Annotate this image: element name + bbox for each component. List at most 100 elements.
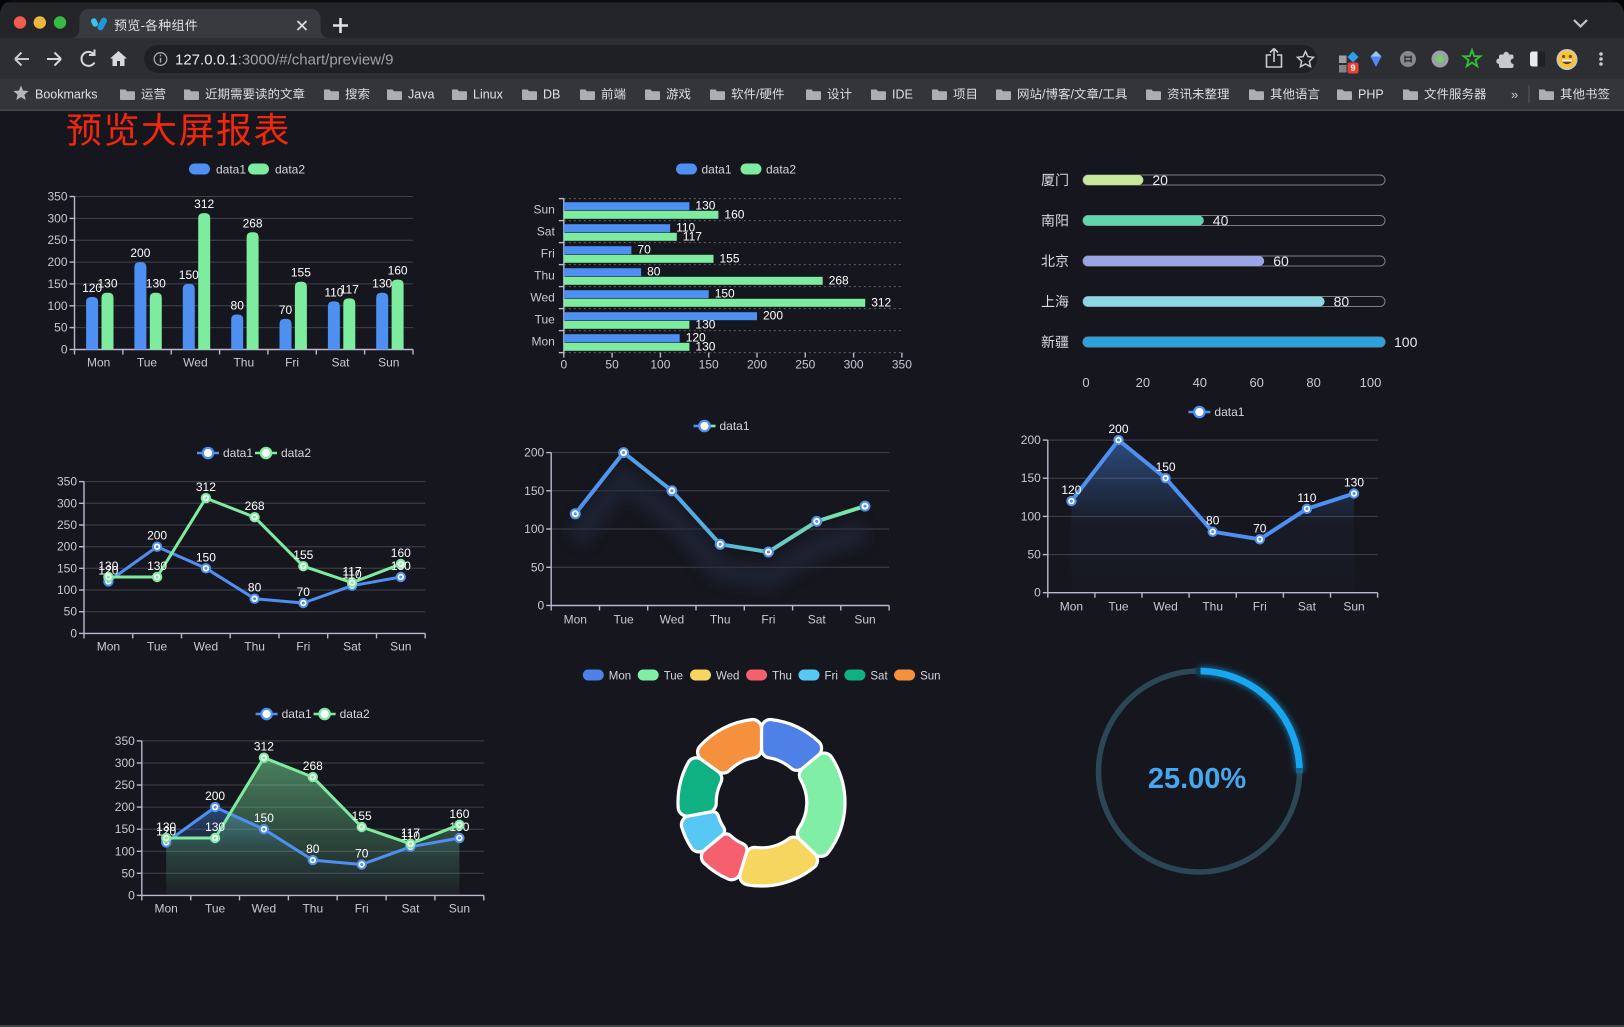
svg-text:Thu: Thu xyxy=(772,671,792,683)
svg-text:50: 50 xyxy=(54,321,68,335)
svg-text:data1: data1 xyxy=(720,419,750,433)
svg-text:150: 150 xyxy=(47,277,67,291)
svg-text:Wed: Wed xyxy=(660,613,684,627)
svg-text:50: 50 xyxy=(605,358,619,372)
svg-text:350: 350 xyxy=(47,190,67,204)
svg-text:Mon: Mon xyxy=(97,639,120,653)
svg-text:data2: data2 xyxy=(340,707,370,721)
svg-text:40: 40 xyxy=(1213,213,1229,229)
svg-text:100: 100 xyxy=(650,358,670,372)
svg-text:350: 350 xyxy=(892,358,912,372)
svg-text:160: 160 xyxy=(388,264,408,278)
svg-text:80: 80 xyxy=(248,581,262,595)
svg-text:117: 117 xyxy=(683,229,702,243)
svg-text:120: 120 xyxy=(98,563,118,577)
svg-text:60: 60 xyxy=(1249,375,1263,390)
svg-text:312: 312 xyxy=(871,295,891,309)
svg-text:117: 117 xyxy=(340,282,359,296)
svg-text:130: 130 xyxy=(372,277,392,291)
svg-text:Wed: Wed xyxy=(194,639,218,653)
svg-text:160: 160 xyxy=(391,546,411,560)
svg-text:Mon: Mon xyxy=(87,356,110,370)
svg-text:50: 50 xyxy=(531,560,545,574)
svg-text:0: 0 xyxy=(1034,586,1041,600)
svg-text:0: 0 xyxy=(538,599,545,613)
svg-text::3000/#/chart/preview/9: :3000/#/chart/preview/9 xyxy=(238,52,394,69)
svg-text:Sun: Sun xyxy=(1343,600,1364,614)
svg-text:200: 200 xyxy=(205,789,225,803)
svg-text:Fri: Fri xyxy=(761,613,775,627)
svg-text:70: 70 xyxy=(1253,521,1267,535)
svg-text:312: 312 xyxy=(254,740,274,754)
svg-text:DB: DB xyxy=(543,88,560,102)
svg-text:200: 200 xyxy=(115,800,135,814)
svg-text:350: 350 xyxy=(57,475,77,489)
svg-text:Mon: Mon xyxy=(609,671,631,683)
svg-text:Sun: Sun xyxy=(390,639,411,653)
svg-text:130: 130 xyxy=(156,820,176,834)
svg-text:Tue: Tue xyxy=(205,901,226,915)
svg-text:60: 60 xyxy=(1273,253,1289,269)
svg-text:200: 200 xyxy=(57,540,77,554)
svg-text:Sat: Sat xyxy=(870,671,888,683)
svg-text:350: 350 xyxy=(115,734,135,748)
svg-text:120: 120 xyxy=(1061,483,1081,497)
svg-text:data2: data2 xyxy=(281,446,311,460)
svg-text:130: 130 xyxy=(695,317,715,331)
svg-text:130: 130 xyxy=(695,199,715,213)
svg-text:data1: data1 xyxy=(216,163,246,177)
svg-text:50: 50 xyxy=(121,866,135,880)
svg-text:200: 200 xyxy=(763,309,783,323)
svg-text:100: 100 xyxy=(1394,334,1418,350)
svg-text:250: 250 xyxy=(57,518,77,532)
svg-text:80: 80 xyxy=(1306,375,1320,390)
svg-text:100: 100 xyxy=(47,299,67,313)
svg-text:Fri: Fri xyxy=(285,356,299,370)
svg-text:160: 160 xyxy=(724,207,744,221)
svg-text:110: 110 xyxy=(1297,491,1316,505)
svg-text:200: 200 xyxy=(147,529,167,543)
svg-text:/: / xyxy=(1042,88,1046,102)
svg-text:130: 130 xyxy=(98,559,118,573)
svg-text:Fri: Fri xyxy=(355,901,369,915)
svg-text:70: 70 xyxy=(279,303,293,317)
svg-text:100: 100 xyxy=(57,583,77,597)
svg-text:Sat: Sat xyxy=(331,356,350,370)
svg-text:155: 155 xyxy=(293,548,313,562)
svg-text:130: 130 xyxy=(1344,476,1364,490)
svg-text:130: 130 xyxy=(147,559,167,573)
svg-text:80: 80 xyxy=(647,265,661,279)
svg-text:120: 120 xyxy=(686,331,706,345)
svg-text:130: 130 xyxy=(695,339,715,353)
svg-text:150: 150 xyxy=(524,484,544,498)
svg-text:268: 268 xyxy=(829,273,849,287)
svg-text:0: 0 xyxy=(61,343,68,357)
svg-text:9: 9 xyxy=(1350,63,1355,73)
svg-text:Fri: Fri xyxy=(296,639,310,653)
svg-text:80: 80 xyxy=(231,299,245,313)
svg-text:268: 268 xyxy=(243,216,263,230)
svg-text:117: 117 xyxy=(401,826,420,840)
svg-text:250: 250 xyxy=(795,358,815,372)
svg-text:80: 80 xyxy=(1334,294,1350,310)
svg-text:data2: data2 xyxy=(766,163,796,177)
svg-text:Thu: Thu xyxy=(244,639,265,653)
svg-text:250: 250 xyxy=(115,778,135,792)
svg-text:Sat: Sat xyxy=(401,901,420,915)
svg-text:127.0.0.1: 127.0.0.1 xyxy=(175,52,238,69)
svg-text:Java: Java xyxy=(408,88,434,102)
svg-text:0: 0 xyxy=(1082,375,1089,390)
svg-text:Mon: Mon xyxy=(564,613,587,627)
svg-text:155: 155 xyxy=(720,251,740,265)
svg-text:Sat: Sat xyxy=(537,225,556,239)
svg-text:200: 200 xyxy=(747,358,767,372)
svg-text:data1: data1 xyxy=(282,707,312,721)
svg-text:150: 150 xyxy=(254,811,274,825)
svg-text:Linux: Linux xyxy=(473,88,504,102)
svg-text:250: 250 xyxy=(47,233,67,247)
svg-text:20: 20 xyxy=(1152,172,1168,188)
svg-text:110: 110 xyxy=(324,285,343,299)
svg-text:300: 300 xyxy=(115,756,135,770)
svg-text:Sat: Sat xyxy=(808,613,827,627)
svg-text:100: 100 xyxy=(524,522,544,536)
